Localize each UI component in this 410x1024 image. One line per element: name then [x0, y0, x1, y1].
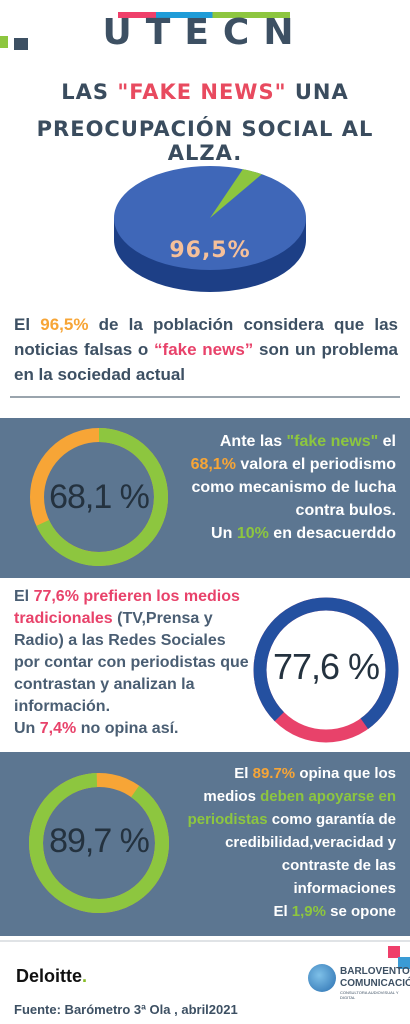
- donut-chart-1: [30, 428, 168, 566]
- donut-arc: [29, 773, 169, 913]
- donut-chart-2: [253, 597, 399, 743]
- decor-blue-square: [398, 957, 410, 969]
- stat2-text: El 77,6% prefieren los medios tradiciona…: [14, 588, 249, 737]
- pie-slice-minority: [210, 169, 262, 218]
- section-divider: [10, 396, 400, 398]
- donut-3-label: 89,7 %: [49, 822, 150, 860]
- footer-divider: [0, 940, 410, 942]
- logo-color-bar: [118, 12, 290, 18]
- barlovento-tagline: CONSULTORA AUDIOVISUAL Y DIGITAL: [340, 990, 399, 1000]
- barlovento-logo-text: BARLOVENTO COMUNICACIÓN: [340, 966, 410, 989]
- pie-chart-3d: [114, 166, 306, 292]
- stat1-text: Ante las "fake news" el 68,1% valora el …: [190, 433, 396, 542]
- page-title-line2: PREOCUPACIÓN SOCIAL AL ALZA.: [36, 117, 374, 165]
- source-note: Fuente: Barómetro 3ª Ola , abril2021: [14, 1002, 238, 1017]
- donut-1-label: 68,1 %: [49, 478, 150, 516]
- donut-arc: [30, 428, 168, 566]
- barlovento-logo-icon: [308, 964, 336, 992]
- deloitte-logo: Deloitte.: [16, 966, 88, 986]
- decor-dark-square: [14, 38, 28, 50]
- utec-logo: UTECN: [102, 12, 308, 53]
- main-statement: El 96,5% de la población considera que l…: [14, 315, 399, 384]
- page-title-line1: LAS "FAKE NEWS" UNA: [61, 80, 349, 104]
- decor-green-square: [0, 36, 8, 48]
- stat3-text: El 89.7% opina que los medios deben apoy…: [187, 765, 396, 920]
- pie-value-label: 96,5%: [169, 238, 251, 263]
- donut-2-label: 77,6 %: [272, 646, 380, 687]
- decor-pink-square: [388, 946, 400, 958]
- donut-chart-3: [29, 773, 169, 913]
